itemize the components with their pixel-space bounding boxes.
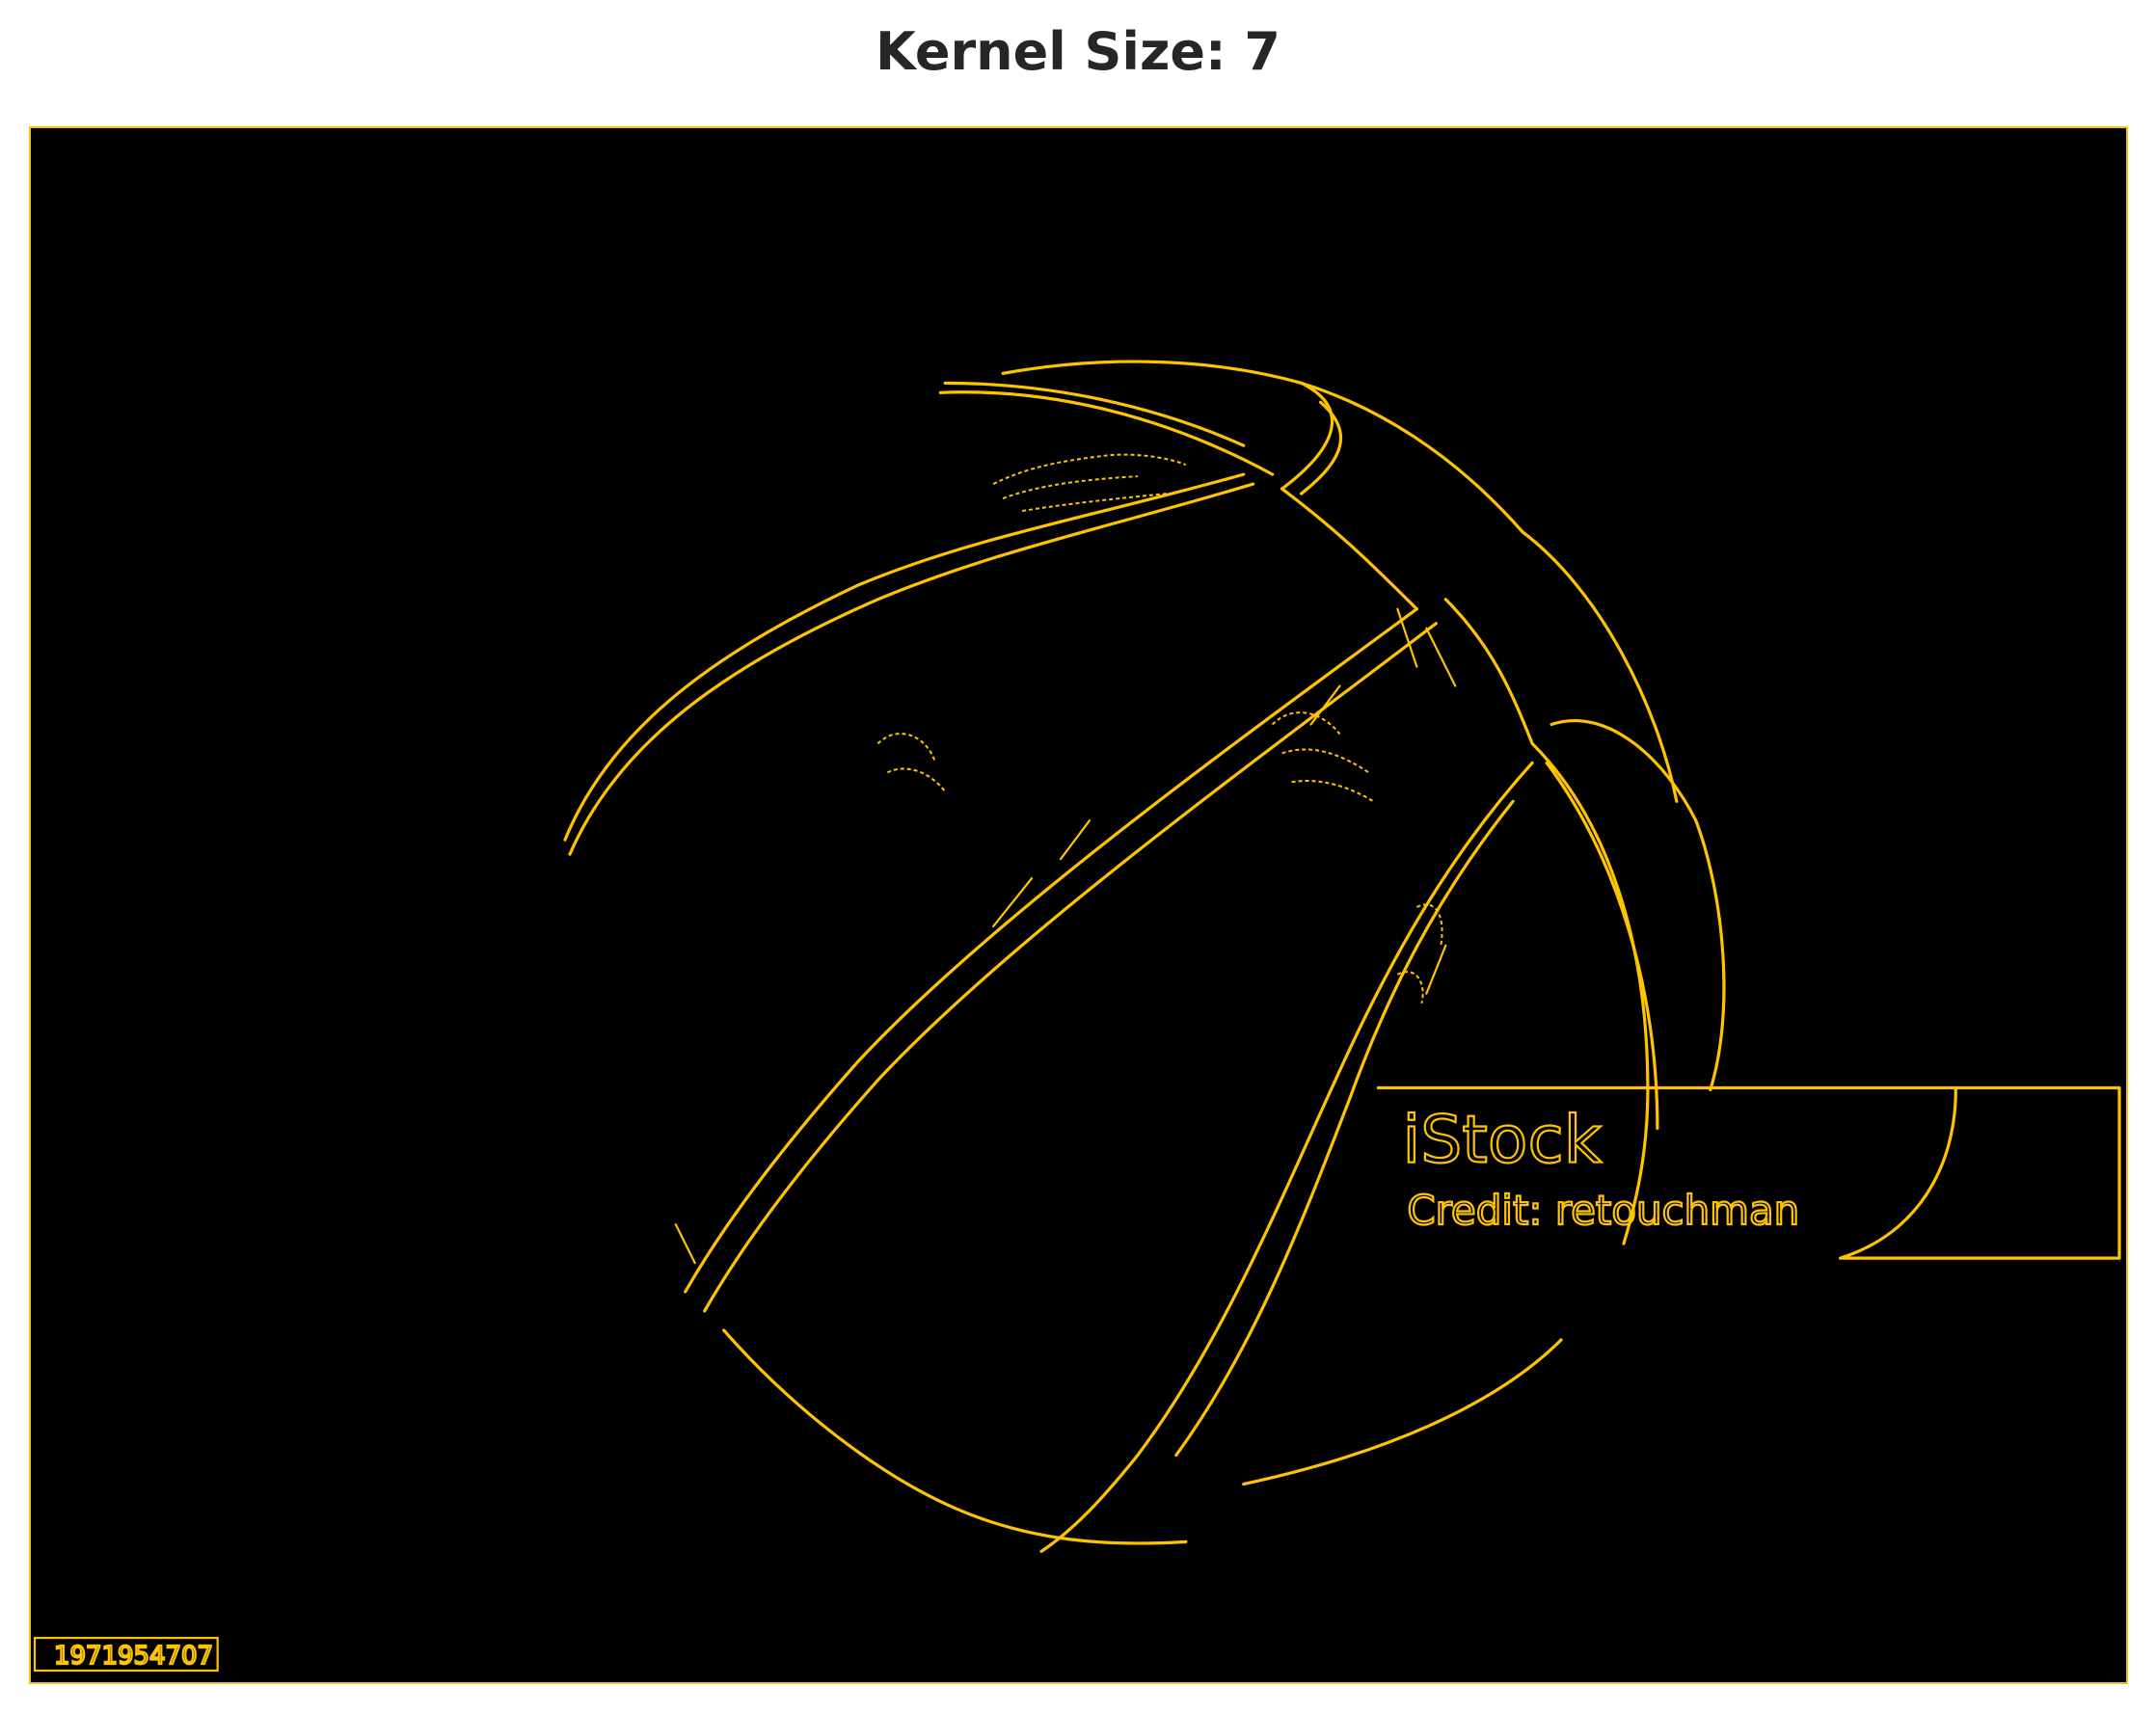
- watermark-box: [1376, 1085, 2121, 1260]
- seam-right-vertical-inner: [1545, 761, 1659, 1131]
- edge-fragment-2: [992, 876, 1034, 928]
- edge-fragment-7: [674, 1223, 696, 1265]
- stock-id-box: [33, 1637, 219, 1673]
- seam-pole-right: [1299, 400, 1343, 495]
- edge-image-panel: iStock Credit: retouchman 1971954707: [29, 126, 2128, 1684]
- seam-diagonal-left-inner: [703, 622, 1438, 1313]
- ball-outline-arc-top-inner: [563, 472, 1246, 842]
- edge-fragment-6: [1309, 684, 1341, 726]
- texture-cluster-left: [876, 733, 947, 792]
- figure-title: Kernel Size: 7: [876, 21, 1280, 82]
- ball-upper-rim-inner2: [943, 381, 1246, 447]
- seam-pole-left: [1280, 381, 1334, 491]
- edge-fragment-3: [1396, 607, 1418, 668]
- texture-cluster-top: [992, 453, 1187, 512]
- seam-right-curve: [1521, 530, 1679, 803]
- seam-diagonal-left: [684, 607, 1418, 1294]
- edge-fragment-4: [1425, 627, 1457, 687]
- ball-outline-arc-top: [568, 482, 1255, 856]
- ball-upper-rim-inner: [938, 390, 1275, 476]
- edge-fragment-5: [1425, 944, 1447, 995]
- texture-cluster-mid: [1271, 711, 1374, 803]
- seam-lower-right-arc: [1550, 718, 1726, 1092]
- ball-outline-bottom-right: [1242, 1338, 1563, 1486]
- edge-fragment-1: [1059, 819, 1091, 861]
- stock-id: 1971954707: [54, 1642, 213, 1671]
- watermark-credit: Credit: retouchman: [1407, 1187, 1799, 1234]
- ball-outline-bottom: [722, 1328, 1188, 1545]
- watermark-brand: iStock: [1402, 1102, 1602, 1178]
- seam-center-right: [1443, 598, 1534, 746]
- texture-cluster-right: [1396, 903, 1443, 1004]
- seam-right-vertical: [1530, 741, 1650, 1245]
- seam-lower-left-inner: [1174, 799, 1515, 1458]
- seam-lower-left: [1039, 761, 1534, 1553]
- seam-center-left: [1280, 487, 1418, 611]
- ball-upper-rim: [1001, 360, 1524, 534]
- edge-drawing: iStock Credit: retouchman 1971954707: [33, 360, 2121, 1673]
